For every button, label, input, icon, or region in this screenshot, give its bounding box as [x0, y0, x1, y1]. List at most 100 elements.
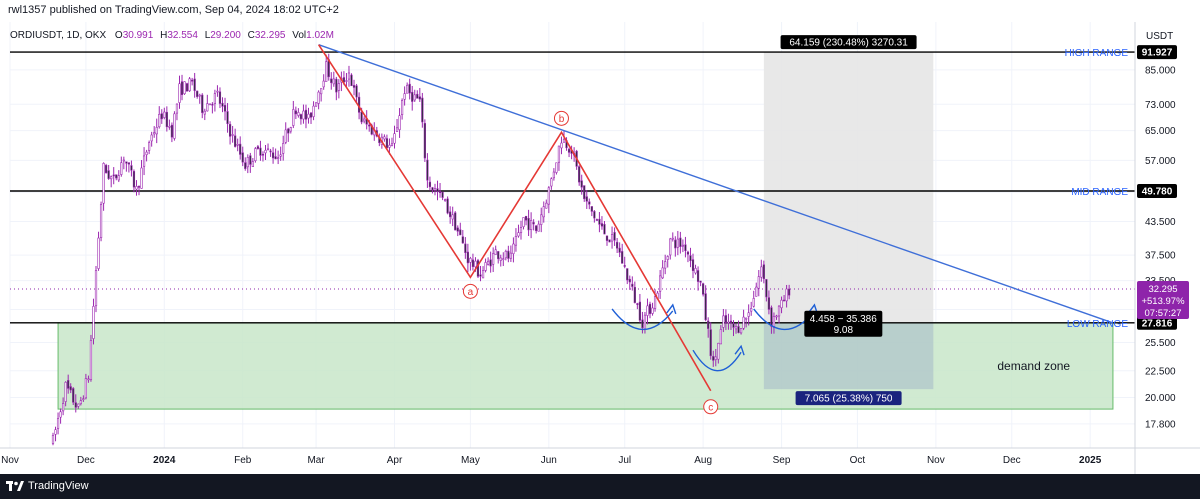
y-tick-label: 73.000	[1145, 100, 1176, 111]
bounce-arrow-1[interactable]	[611, 308, 674, 331]
candle-body	[788, 288, 791, 296]
high-value: 32.554	[167, 30, 198, 41]
candle-body	[201, 94, 204, 113]
candle-body	[689, 255, 692, 262]
candle-body	[436, 188, 439, 192]
candle-body	[218, 91, 222, 104]
candle-body	[193, 78, 196, 91]
candle-body	[211, 103, 214, 106]
target-label: 64.159 (230.48%) 3270.31	[789, 38, 908, 49]
candle-body	[484, 262, 487, 271]
candle-body	[696, 270, 700, 282]
candle-body	[266, 148, 270, 151]
candle-body	[557, 145, 561, 163]
candle-body	[707, 320, 710, 329]
y-tick-label: 20.000	[1145, 393, 1176, 404]
candle-body	[628, 278, 631, 283]
candle-body	[585, 196, 588, 202]
wave-label-c-circle	[703, 399, 719, 415]
candle-body	[724, 315, 727, 323]
candle-body	[173, 113, 176, 139]
candle-body	[446, 198, 449, 214]
demand-zone[interactable]	[57, 322, 1114, 410]
candle-body	[474, 260, 477, 268]
close-value: 32.295	[255, 30, 286, 41]
candle-body	[163, 111, 166, 118]
candle-body	[747, 312, 750, 317]
candle-body	[130, 165, 133, 171]
price-chart[interactable]: demand zone 64.159 (230.48%) 3270.31 7.065…	[0, 0, 1200, 474]
candle-body	[469, 258, 472, 263]
demand-zone-layer	[57, 322, 1114, 410]
candle-body	[722, 315, 725, 328]
x-tick-label: Mar	[307, 455, 325, 466]
x-tick-label: Dec	[1003, 455, 1021, 466]
long-position-layer	[763, 52, 934, 390]
candle-body	[246, 157, 249, 168]
y-tick-label: 25.500	[1145, 338, 1176, 349]
x-tick-label: May	[461, 455, 480, 466]
candle-body	[368, 124, 371, 127]
candle-body	[532, 222, 535, 225]
candle-body	[760, 266, 763, 278]
candle-body	[411, 91, 414, 102]
candle-body	[385, 138, 389, 149]
candle-body	[714, 356, 717, 360]
candle-body	[355, 85, 358, 98]
candle-body	[666, 256, 669, 260]
candle-body	[489, 259, 492, 267]
candle-body	[775, 315, 778, 318]
candle-body	[459, 229, 462, 236]
candle-body	[593, 211, 596, 219]
abc-wave-lines[interactable]	[317, 44, 712, 392]
candle-body	[137, 186, 141, 188]
open-label: O	[115, 30, 123, 41]
candle-body	[464, 243, 467, 253]
candle-body	[729, 320, 733, 323]
mid-range-label: MID RANGE	[1071, 187, 1128, 198]
candle-body	[727, 321, 730, 324]
wave-label-b: b	[559, 114, 565, 125]
candle-body	[165, 111, 168, 128]
low-label: L	[205, 30, 211, 41]
candle-body	[221, 102, 224, 107]
candle-body	[610, 234, 614, 242]
descending-trendline[interactable]	[318, 44, 1114, 324]
candle-body	[413, 94, 416, 101]
candle-body	[236, 143, 239, 146]
candle-body	[461, 236, 464, 244]
x-tick-label: 2025	[1079, 455, 1102, 466]
candle-body	[416, 93, 419, 99]
candle-body	[456, 227, 459, 232]
volume-label: Vol	[292, 30, 306, 41]
candle-body	[284, 129, 287, 143]
candle-body	[580, 180, 583, 188]
candle-body	[605, 235, 609, 241]
footer-brand: TradingView	[28, 480, 89, 492]
candle-body	[261, 153, 265, 156]
entry-label-line2: 9.08	[834, 325, 854, 336]
candle-body	[97, 237, 100, 269]
y-tick-label: 43.500	[1145, 217, 1176, 228]
candle-body	[239, 143, 242, 155]
candle-body	[56, 418, 60, 429]
candle-body	[603, 224, 606, 235]
candle-body	[332, 78, 335, 85]
footer-bar: TradingView	[0, 474, 1200, 499]
candle-body	[112, 174, 115, 177]
candle-body	[117, 175, 120, 181]
candle-body	[390, 143, 394, 146]
candle-body	[289, 127, 292, 132]
candle-body	[674, 239, 677, 249]
candle-body	[648, 303, 652, 314]
current-price-tag	[1137, 280, 1189, 319]
candle-body	[271, 152, 275, 159]
bounce-arrow-2[interactable]	[692, 349, 742, 372]
candle-body	[264, 149, 267, 154]
candle-body	[770, 307, 773, 327]
candle-body	[732, 323, 735, 328]
position-target-zone[interactable]	[763, 52, 934, 323]
candle-body	[502, 258, 505, 260]
candle-body	[643, 314, 647, 330]
candle-body	[512, 243, 515, 255]
